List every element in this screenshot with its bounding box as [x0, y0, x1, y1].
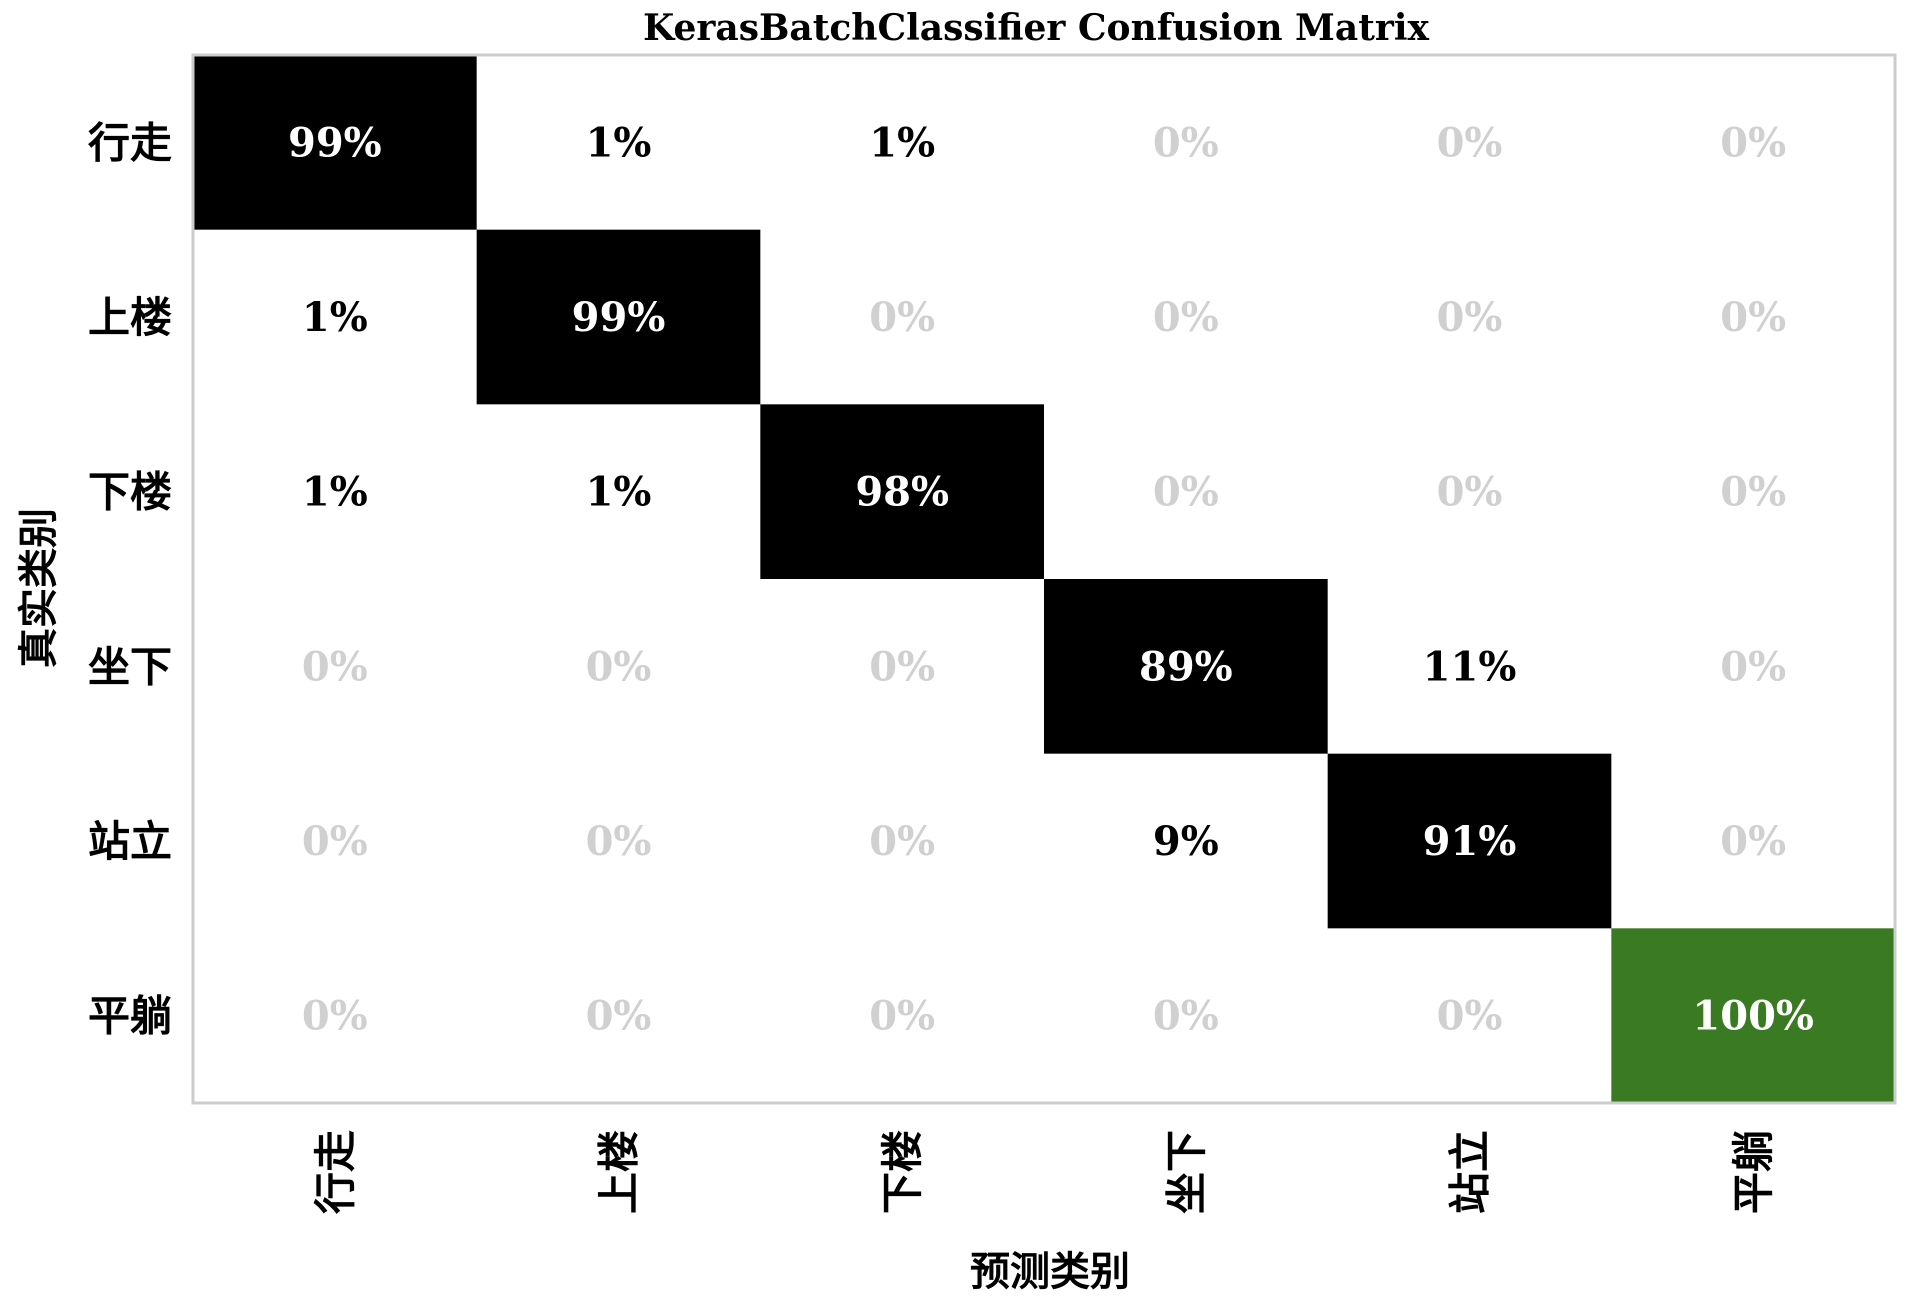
cell-value-label: 0% [1437, 294, 1503, 341]
cell-value-label: 98% [855, 469, 949, 516]
x-tick-label: 站立 [1446, 1130, 1495, 1214]
cell-value-label: 99% [572, 294, 666, 341]
cell-value-label: 0% [586, 643, 652, 690]
heatmap-cell [193, 55, 477, 230]
cell-value-label: 91% [1423, 818, 1517, 865]
x-axis-label: 预测类别 [970, 1248, 1130, 1295]
y-tick-label: 行走 [88, 118, 172, 167]
cell-value-label: 0% [869, 643, 935, 690]
x-tick-label: 上楼 [595, 1130, 644, 1214]
y-tick-label: 平躺 [88, 992, 172, 1041]
cell-value-label: 0% [1153, 119, 1219, 166]
cell-value-label: 0% [869, 818, 935, 865]
y-tick-label: 下楼 [88, 468, 172, 517]
heatmap-cells [193, 55, 1895, 1103]
cell-value-label: 0% [1153, 294, 1219, 341]
cell-value-label: 0% [1720, 294, 1786, 341]
x-tick-label: 下楼 [878, 1130, 927, 1214]
cell-value-label: 0% [1437, 993, 1503, 1040]
cell-value-label: 89% [1139, 643, 1233, 690]
cell-value-label: 1% [586, 119, 652, 166]
heatmap-cell [476, 229, 761, 405]
cell-value-label: 1% [302, 469, 368, 516]
cell-labels: 99% 1% 1% 0% 0% 0% 1% 99% 0% 0% 0% 0% 1% 1% 98% 0% 0% 0% 0… [288, 119, 1814, 1039]
cell-value-label: 99% [288, 119, 382, 166]
x-tick-label: 行走 [311, 1130, 360, 1214]
cell-value-label: 100% [1692, 993, 1814, 1040]
cell-value-label: 9% [1153, 818, 1219, 865]
cell-value-label: 0% [1153, 993, 1219, 1040]
cell-value-label: 0% [869, 993, 935, 1040]
y-tick-label: 站立 [88, 817, 172, 866]
plot-frame [191, 53, 1897, 1105]
cell-value-label: 0% [1720, 818, 1786, 865]
cell-value-label: 0% [302, 818, 368, 865]
heatmap-cell [1611, 928, 1895, 1103]
cell-value-label: 1% [869, 119, 935, 166]
cell-value-label: 1% [586, 469, 652, 516]
y-axis-label: 真实类别 [15, 508, 62, 668]
cell-value-label: 1% [302, 294, 368, 341]
heatmap-cell [760, 404, 1044, 579]
cell-value-label: 0% [586, 993, 652, 1040]
x-tick-labels: 行走 上楼 下楼 坐下 站立 平躺 [311, 1130, 1778, 1214]
cell-value-label: 0% [302, 993, 368, 1040]
chart-title: KerasBatchClassifier Confusion Matrix [643, 7, 1429, 49]
heatmap-cell [1044, 579, 1328, 754]
x-tick-label: 坐下 [1162, 1130, 1211, 1214]
cell-value-label: 0% [1720, 643, 1786, 690]
cell-value-label: 0% [586, 818, 652, 865]
cell-value-label: 0% [1437, 119, 1503, 166]
y-tick-label: 上楼 [88, 293, 172, 342]
heatmap-cell [1327, 753, 1612, 929]
cell-value-label: 0% [302, 643, 368, 690]
y-tick-label: 坐下 [88, 642, 172, 691]
cell-value-label: 0% [1437, 469, 1503, 516]
cell-value-label: 0% [1153, 469, 1219, 516]
x-tick-label: 平躺 [1729, 1130, 1778, 1214]
cell-value-label: 11% [1423, 643, 1517, 690]
cell-value-label: 0% [1720, 119, 1786, 166]
cell-value-label: 0% [1720, 469, 1786, 516]
cell-value-label: 0% [869, 294, 935, 341]
